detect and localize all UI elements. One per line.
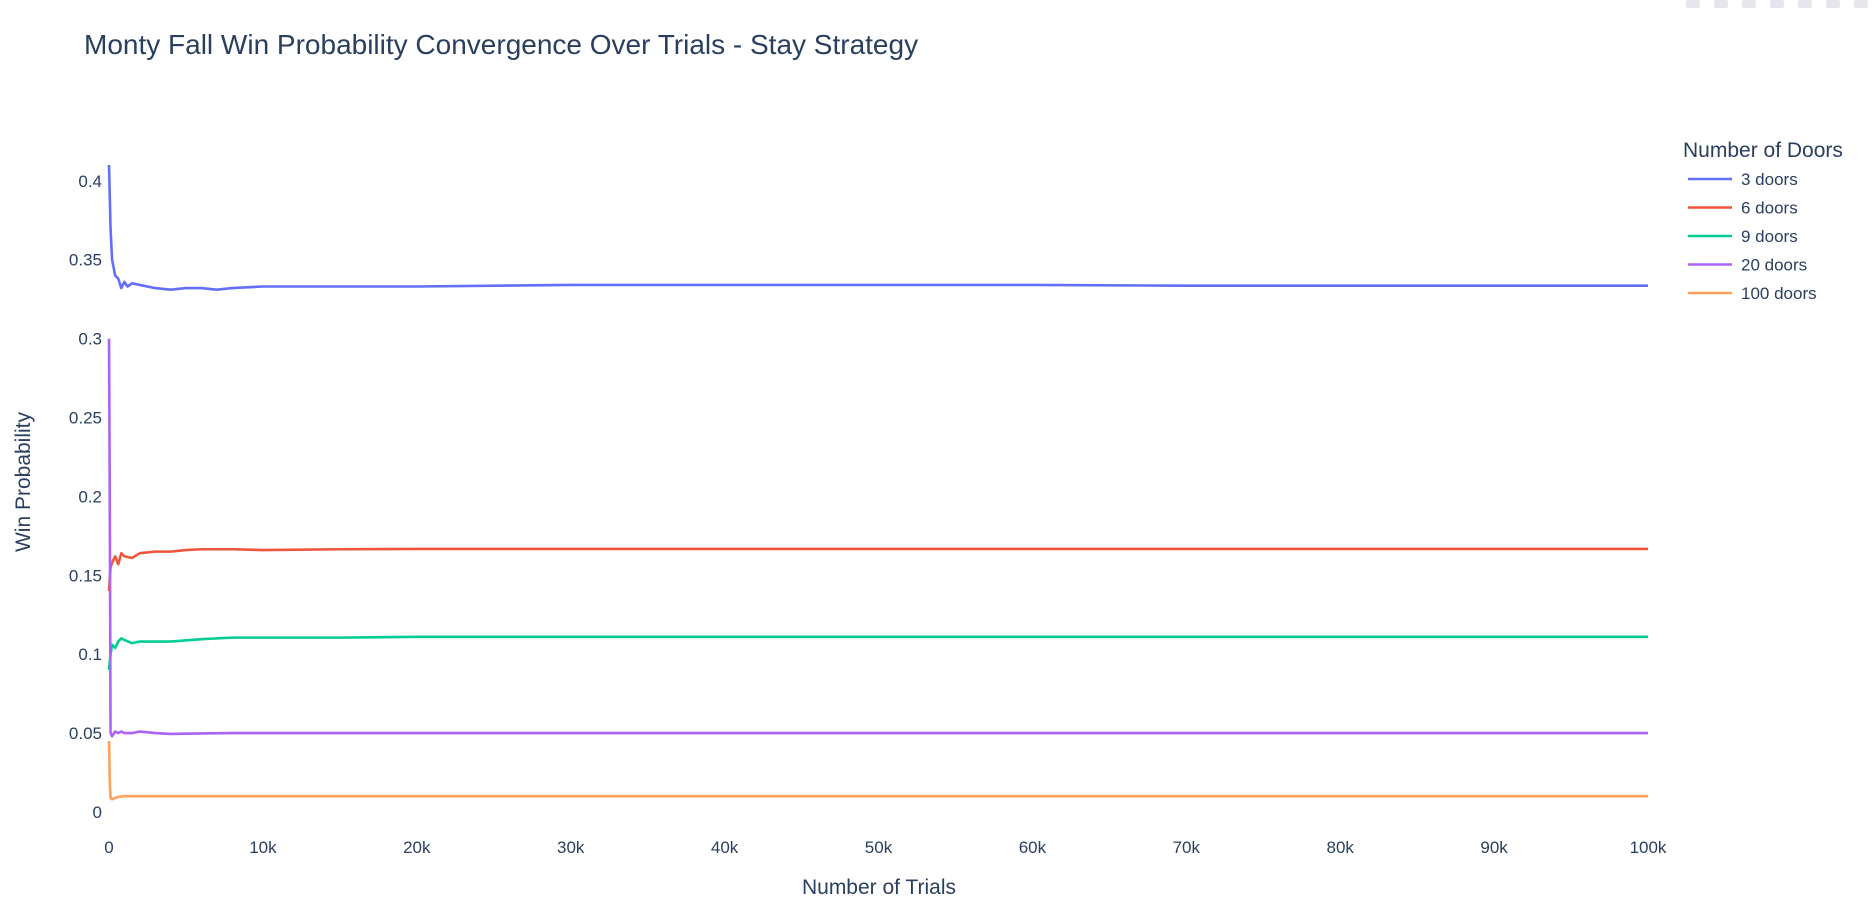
x-tick-label: 10k: [249, 838, 277, 857]
y-tick-label: 0.3: [78, 330, 102, 349]
x-tick-label: 20k: [403, 838, 431, 857]
y-axis-ticks: 0 0.05 0.1 0.15 0.2 0.25 0.3 0.35 0.4: [69, 172, 102, 822]
y-tick-label: 0.15: [69, 566, 102, 585]
legend-label: 6 doors: [1741, 199, 1798, 218]
y-axis-title: Win Probability: [12, 411, 35, 552]
legend-item[interactable]: 20 doors: [1688, 256, 1807, 275]
x-axis-ticks: 0 10k 20k 30k 40k 50k 60k 70k 80k 90k 100k: [104, 838, 1667, 857]
reset-axes-icon[interactable]: [1854, 0, 1868, 8]
series-line-6-doors[interactable]: [107, 547, 1648, 592]
legend-label: 3 doors: [1741, 170, 1798, 189]
series-line-20-doors[interactable]: [107, 338, 1648, 738]
x-tick-label: 50k: [865, 838, 893, 857]
zoom-out-icon[interactable]: [1798, 0, 1812, 8]
legend-title: Number of Doors: [1683, 139, 1843, 162]
plot-area[interactable]: [107, 164, 1648, 801]
legend[interactable]: Number of Doors 3 doors 6 doors 9 doors 20 …: [1683, 139, 1843, 303]
y-tick-label: 0.05: [69, 724, 102, 743]
zoom-icon[interactable]: [1714, 0, 1728, 8]
chart-title: Monty Fall Win Probability Convergence O…: [84, 29, 918, 60]
modebar[interactable]: [1686, 0, 1868, 8]
legend-label: 100 doors: [1741, 284, 1817, 303]
legend-label: 9 doors: [1741, 227, 1798, 246]
y-tick-label: 0.25: [69, 408, 102, 427]
autoscale-icon[interactable]: [1826, 0, 1840, 8]
legend-label: 20 doors: [1741, 256, 1807, 275]
zoom-in-icon[interactable]: [1770, 0, 1784, 8]
legend-item[interactable]: 9 doors: [1688, 227, 1798, 246]
x-tick-label: 0: [104, 838, 113, 857]
x-axis-title: Number of Trials: [802, 876, 956, 899]
x-tick-label: 90k: [1480, 838, 1508, 857]
pan-icon[interactable]: [1742, 0, 1756, 8]
legend-item[interactable]: 3 doors: [1688, 170, 1798, 189]
series-line-100-doors[interactable]: [107, 740, 1648, 801]
camera-icon[interactable]: [1686, 0, 1700, 8]
series-line-3-doors[interactable]: [107, 164, 1648, 291]
legend-item[interactable]: 6 doors: [1688, 199, 1798, 218]
x-tick-label: 40k: [711, 838, 739, 857]
x-tick-label: 100k: [1630, 838, 1667, 857]
series-line-9-doors[interactable]: [107, 635, 1648, 671]
x-tick-label: 60k: [1019, 838, 1047, 857]
x-tick-label: 80k: [1326, 838, 1354, 857]
y-tick-label: 0.2: [78, 487, 102, 506]
y-tick-label: 0.35: [69, 251, 102, 270]
y-tick-label: 0.1: [78, 645, 102, 664]
x-tick-label: 30k: [557, 838, 585, 857]
legend-item[interactable]: 100 doors: [1688, 284, 1817, 303]
y-tick-label: 0.4: [78, 172, 102, 191]
y-tick-label: 0: [93, 803, 102, 822]
x-tick-label: 70k: [1173, 838, 1201, 857]
